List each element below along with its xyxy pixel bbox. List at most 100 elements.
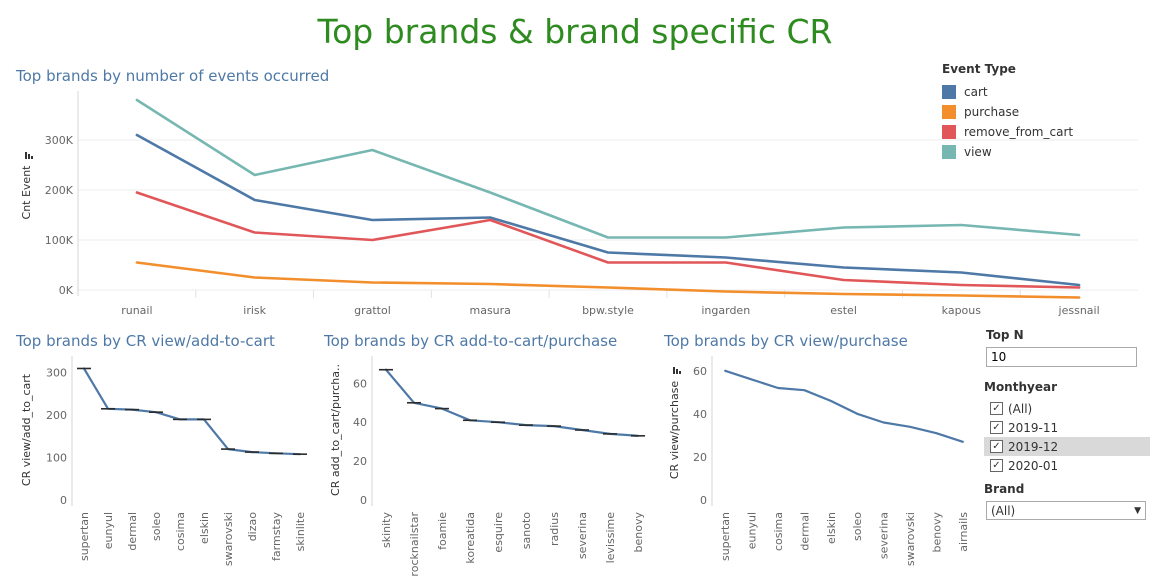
legend-label: cart (964, 85, 988, 99)
brand-label: Brand (984, 482, 1025, 496)
checkbox-checked-icon[interactable]: ✓ (990, 440, 1003, 453)
checkbox-checked-icon[interactable]: ✓ (990, 421, 1003, 434)
x-tick-label-rocknailstar: rocknailstar (408, 512, 421, 577)
y-tick-label: 0 (60, 494, 67, 507)
sort-icon[interactable] (25, 152, 33, 159)
series-line-value[interactable] (384, 368, 640, 437)
monthyear-option-2019-11[interactable]: ✓ 2019-11 (984, 418, 1150, 437)
monthyear-option-label: 2019-11 (1008, 420, 1059, 435)
x-tick-label-skinity: skinity (380, 512, 393, 548)
x-tick-label-cosima: cosima (174, 512, 187, 551)
monthyear-option-2019-12[interactable]: ✓ 2019-12 (984, 437, 1150, 456)
brand-selected-value: (All) (991, 503, 1016, 518)
x-tick-label-jessnail: jessnail (1058, 304, 1100, 317)
y-tick-label: 0 (360, 494, 367, 507)
x-tick-label-runail: runail (121, 304, 152, 317)
y-tick-label: 40 (693, 408, 707, 421)
x-tick-label-swarovski: swarovski (222, 512, 235, 566)
x-tick-label-farmstay: farmstay (270, 512, 283, 561)
legend-item-cart[interactable]: cart (942, 82, 1073, 102)
chevron-down-icon[interactable]: ▼ (1134, 505, 1141, 516)
x-tick-label-kapous: kapous (942, 304, 982, 317)
x-tick-label-cosima: cosima (772, 512, 785, 551)
x-tick-label-severina: severina (576, 512, 589, 559)
series-line-remove-from-cart[interactable] (135, 191, 1081, 289)
x-tick-label-irisk: irisk (243, 304, 266, 317)
chart-title-cr-view-cart: Top brands by CR view/add-to-cart (16, 332, 275, 350)
y-tick-label: 0K (59, 284, 74, 297)
series-line-value[interactable] (82, 367, 302, 456)
topn-input[interactable] (986, 347, 1137, 367)
topn-label: Top N (986, 328, 1024, 342)
brand-dropdown[interactable]: (All) ▼ (986, 501, 1146, 520)
legend-item-purchase[interactable]: purchase (942, 102, 1073, 122)
y-tick-label: 20 (693, 451, 707, 464)
y-tick-label: 100 (46, 452, 67, 465)
x-tick-label-supertan: supertan (719, 512, 732, 561)
x-tick-label-benovy: benovy (632, 512, 645, 553)
event-type-legend: Event Type cart purchase remove_from_car… (942, 62, 1073, 162)
y-tick-label: 200K (45, 184, 74, 197)
monthyear-option-2020-01[interactable]: ✓ 2020-01 (984, 456, 1150, 475)
y-axis-label: CR view/add_to_cart (20, 373, 33, 486)
y-tick-label: 20 (353, 455, 367, 468)
x-tick-label-radius: radius (548, 512, 561, 546)
monthyear-option-label: 2020-01 (1008, 458, 1059, 473)
legend-label: remove_from_cart (964, 125, 1074, 139)
dashboard-title: Top brands & brand specific CR (317, 12, 833, 51)
y-tick-label: 60 (353, 377, 367, 390)
monthyear-option-all[interactable]: ✓ (All) (984, 399, 1150, 418)
x-tick-label-skinlite: skinlite (294, 512, 307, 552)
legend-swatch-remove-from-cart (942, 125, 956, 139)
x-tick-label-sanoto: sanoto (520, 512, 533, 549)
y-tick-label: 200 (46, 409, 67, 422)
x-tick-label-soleo: soleo (150, 512, 163, 541)
x-tick-label-elskin: elskin (825, 512, 838, 544)
legend-title: Event Type (942, 62, 1016, 76)
x-tick-label-foamie: foamie (436, 512, 449, 550)
monthyear-option-label: (All) (1008, 401, 1033, 416)
y-axis-label: CR view/purchase (668, 381, 681, 480)
x-tick-label-estel: estel (830, 304, 857, 317)
series-line-purchase[interactable] (135, 261, 1081, 299)
x-tick-label-benovy: benovy (930, 512, 943, 553)
x-tick-label-eunyul: eunyul (746, 512, 759, 549)
x-tick-label-masura: masura (470, 304, 511, 317)
y-tick-label: 100K (45, 234, 74, 247)
x-tick-label-airnails: airnails (957, 512, 970, 552)
y-tick-label: 300 (46, 367, 67, 380)
checkbox-checked-icon[interactable]: ✓ (990, 459, 1003, 472)
series-line-view[interactable] (135, 98, 1081, 239)
y-axis-label: CR add_to_cart/purcha.. (329, 364, 342, 496)
sort-icon[interactable] (673, 367, 681, 374)
x-tick-label-levissime: levissime (604, 512, 617, 564)
x-tick-label-koreatida: koreatida (464, 512, 477, 564)
series-line-value[interactable] (724, 369, 964, 443)
series-line-cart[interactable] (135, 133, 1081, 287)
x-tick-label-swarovski: swarovski (904, 512, 917, 566)
x-tick-label-soleo: soleo (851, 512, 864, 541)
chart-title-cr-cart-purchase: Top brands by CR add-to-cart/purchase (324, 332, 618, 350)
legend-item-remove-from-cart[interactable]: remove_from_cart (942, 122, 1073, 142)
x-tick-label-eunyul: eunyul (102, 512, 115, 549)
legend-swatch-view (942, 145, 956, 159)
x-tick-label-esquire: esquire (492, 512, 505, 553)
x-tick-label-ingarden: ingarden (701, 304, 750, 317)
x-tick-label-elskin: elskin (198, 512, 211, 544)
x-tick-label-supertan: supertan (78, 512, 91, 561)
x-tick-label-severina: severina (878, 512, 891, 559)
y-tick-label: 40 (353, 416, 367, 429)
legend-swatch-cart (942, 85, 956, 99)
x-tick-label-dizao: dizao (246, 512, 259, 542)
monthyear-filter: ✓ (All) ✓ 2019-11 ✓ 2019-12 ✓ 2020-01 (984, 399, 1150, 475)
checkbox-checked-icon[interactable]: ✓ (990, 402, 1003, 415)
x-tick-label-dermal: dermal (798, 512, 811, 551)
y-tick-label: 0 (700, 494, 707, 507)
legend-swatch-purchase (942, 105, 956, 119)
x-tick-label-dermal: dermal (126, 512, 139, 551)
legend-item-view[interactable]: view (942, 142, 1073, 162)
chart-title-events: Top brands by number of events occurred (16, 67, 330, 85)
